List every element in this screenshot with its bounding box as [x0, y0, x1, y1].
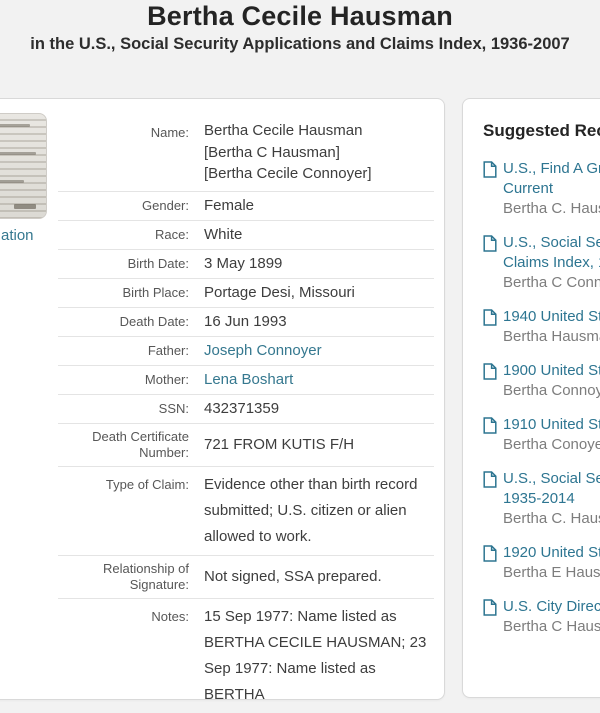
suggested-record-text: U.S., Find A Grave Index, 1600s- Current… [503, 159, 600, 219]
record-field-row: Race: White [58, 219, 434, 249]
suggested-record-title-link[interactable]: U.S., Find A Grave Index, 1600s- Current [503, 160, 600, 197]
person-link[interactable]: Lena Boshart [204, 370, 294, 388]
suggested-record-title-link[interactable]: U.S., Social Security Death Index, 1935-… [503, 470, 600, 507]
suggested-record-title-link[interactable]: 1910 United States Federal Census [503, 416, 600, 433]
suggested-record-text: U.S., Social Security Death Index, 1935-… [503, 469, 600, 529]
field-value: 721 FROM KUTIS F/H [204, 435, 355, 453]
record-field-row: Death Certificate Number: 721 FROM KUTIS… [58, 422, 434, 466]
suggested-record-item[interactable]: 1920 United States Federal Census Bertha… [483, 543, 600, 583]
document-icon [483, 363, 497, 380]
suggested-record-item[interactable]: U.S., Social Security Applications and C… [483, 233, 600, 293]
field-label: Race: [155, 226, 189, 242]
suggested-record-person: Bertha C. Hausman [503, 510, 600, 527]
field-value: Female [204, 196, 255, 214]
suggested-record-title-link[interactable]: U.S., Social Security Applications and C… [503, 234, 600, 271]
document-icon [483, 471, 497, 488]
record-field-row: Mother: Lena Boshart [58, 364, 434, 394]
suggested-record-item[interactable]: U.S., Social Security Death Index, 1935-… [483, 469, 600, 529]
suggested-records-list: U.S., Find A Grave Index, 1600s- Current… [483, 159, 600, 637]
document-icon [483, 417, 497, 434]
record-field-row: Birth Place: Portage Desi, Missouri [58, 277, 434, 307]
suggested-record-title-link[interactable]: 1920 United States Federal Census [503, 544, 600, 561]
suggested-records-heading: Suggested Records [483, 121, 600, 140]
field-label: Gender: [142, 197, 189, 213]
field-value: 3 May 1899 [204, 254, 283, 272]
field-label: Type of Claim: [105, 476, 189, 492]
field-label: Father: [147, 342, 189, 358]
record-field-row: Relationship of Signature: Not signed, S… [58, 554, 434, 598]
field-label: Name: [150, 125, 189, 140]
suggested-record-item[interactable]: 1940 United States Federal Census Bertha… [483, 307, 600, 347]
field-value: 432371359 [204, 399, 280, 417]
field-value: 16 Jun 1993 [204, 312, 287, 330]
record-field-row: Notes: 15 Sep 1977: Name listed as BERTH… [58, 597, 434, 713]
record-fields-table: Name: Bertha Cecile Hausman [Bertha C Ha… [58, 114, 434, 713]
thumbnail-text-line [0, 180, 24, 183]
field-label: Relationship of Signature: [103, 560, 189, 592]
field-label: Mother: [144, 371, 189, 387]
suggested-records-panel: Suggested Records U.S., Find A Grave Ind… [462, 98, 600, 698]
suggested-record-person: Bertha Conoyer [503, 436, 600, 453]
field-label: Death Date: [119, 313, 189, 329]
suggested-record-text: U.S. City Directories, 1822-1995 Bertha … [503, 597, 600, 637]
suggested-record-title-link[interactable]: 1900 United States Federal Census [503, 362, 600, 379]
field-label: Death Certificate Number: [92, 428, 189, 460]
document-icon [483, 161, 497, 178]
record-page-header: Bertha Cecile Hausman in the U.S., Socia… [0, 0, 600, 54]
suggested-record-text: 1900 United States Federal Census Bertha… [503, 361, 600, 401]
suggested-record-item[interactable]: U.S. City Directories, 1822-1995 Bertha … [483, 597, 600, 637]
field-value: Portage Desi, Missouri [204, 283, 355, 301]
field-value: 15 Sep 1977: Name listed as BERTHA CECIL… [204, 607, 427, 703]
suggested-record-person: Bertha C. Hausman [503, 200, 600, 217]
record-field-row: Death Date: 16 Jun 1993 [58, 306, 434, 336]
suggested-record-item[interactable]: U.S., Find A Grave Index, 1600s- Current… [483, 159, 600, 219]
record-field-row: Father: Joseph Connoyer [58, 335, 434, 365]
field-value: White [204, 225, 243, 243]
thumbnail-text-line [0, 124, 30, 127]
record-field-row: Gender: Female [58, 190, 434, 220]
suggested-record-text: 1920 United States Federal Census Bertha… [503, 543, 600, 583]
record-image-thumbnail[interactable] [0, 113, 47, 219]
document-icon [483, 309, 497, 326]
field-label: Birth Date: [127, 255, 189, 271]
field-value: Bertha Cecile Hausman [Bertha C Hausman]… [204, 122, 372, 182]
field-value: Evidence other than birth record submitt… [204, 475, 418, 545]
suggested-record-person: Bertha Connoyer [503, 382, 600, 399]
suggested-record-text: 1940 United States Federal Census Bertha… [503, 307, 600, 347]
document-icon [483, 599, 497, 616]
image-caption-link-truncated[interactable]: ation [1, 227, 34, 244]
field-value: Not signed, SSA prepared. [204, 567, 382, 585]
person-link[interactable]: Joseph Connoyer [204, 341, 322, 359]
field-label: Birth Place: [122, 284, 189, 300]
page-title: Bertha Cecile Hausman [147, 1, 453, 31]
suggested-record-title-link[interactable]: 1940 United States Federal Census [503, 308, 600, 325]
suggested-record-person: Bertha Hausman [503, 328, 600, 345]
suggested-record-item[interactable]: 1910 United States Federal Census Bertha… [483, 415, 600, 455]
suggested-record-item[interactable]: 1900 United States Federal Census Bertha… [483, 361, 600, 401]
record-field-row: Name: Bertha Cecile Hausman [Bertha C Ha… [58, 114, 434, 191]
suggested-record-person: Bertha C Connoyer [503, 274, 600, 291]
suggested-record-person: Bertha E Hausman [503, 564, 600, 581]
suggested-record-person: Bertha C Hausman [503, 618, 600, 635]
record-detail-card: ation Name: Bertha Cecile Hausman [Berth… [0, 98, 445, 703]
document-icon [483, 545, 497, 562]
thumbnail-text-line [14, 204, 36, 209]
thumbnail-text-line [0, 152, 36, 155]
suggested-record-text: 1910 United States Federal Census Bertha… [503, 415, 600, 455]
record-field-row: SSN: 432371359 [58, 393, 434, 423]
suggested-record-title-link[interactable]: U.S. City Directories, 1822-1995 [503, 598, 600, 615]
page-subtitle: in the U.S., Social Security Application… [30, 35, 570, 53]
document-icon [483, 235, 497, 252]
field-label: SSN: [158, 400, 189, 416]
record-field-row: Birth Date: 3 May 1899 [58, 248, 434, 278]
suggested-record-text: U.S., Social Security Applications and C… [503, 233, 600, 293]
field-label: Notes: [151, 608, 189, 624]
record-field-row: Type of Claim: Evidence other than birth… [58, 465, 434, 555]
